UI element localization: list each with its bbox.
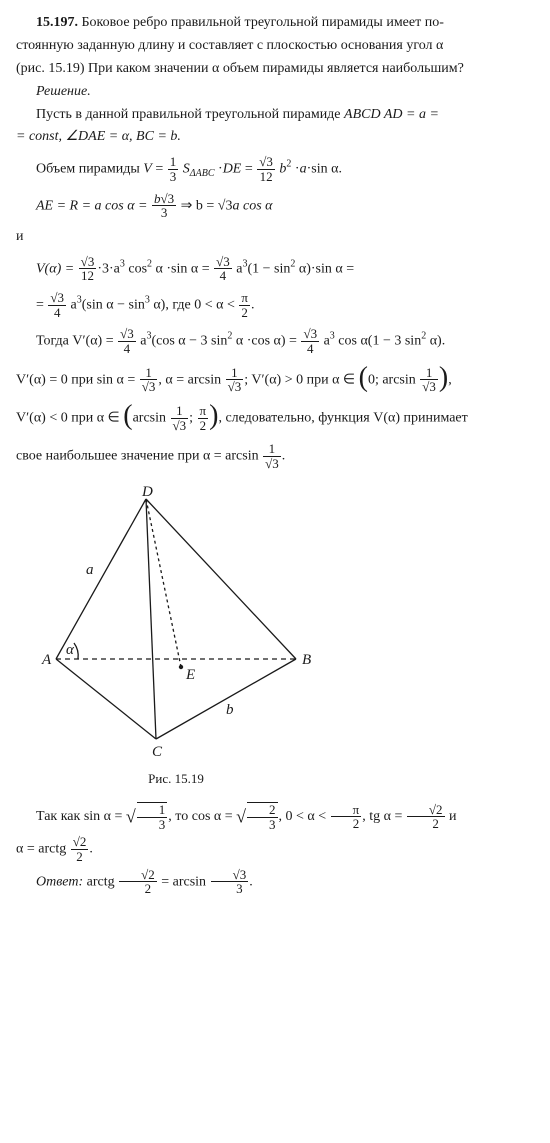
eq-v-alpha: V(α) = √3 12 ·3·a3 cos2 α ·sin α = √3 4 … [36, 255, 534, 283]
eq3-f1: √3 12 [79, 255, 97, 283]
problem-text-a: Боковое ребро правильной треугольной пир… [82, 15, 444, 30]
intro-line-2: = const, ∠DAE = α, BC = b. [16, 128, 534, 147]
eq3-lhs: V(α) = [36, 261, 74, 276]
eq6-f1c: 1 √3 [420, 366, 438, 394]
tail1-pi2: π 2 [331, 803, 362, 831]
eq-max: свое наибольшее значение при α = arcsin … [16, 442, 534, 470]
eq5-f1: √3 4 [118, 327, 136, 355]
eq6-f1b: 1 √3 [226, 366, 244, 394]
label-a: a [86, 562, 94, 578]
problem-number: 15.197. [36, 15, 78, 30]
eq2-arrow: ⇒ b = [181, 198, 215, 213]
answer-f1: √2 2 [119, 868, 157, 896]
problem-line-1: 15.197. Боковое ребро правильной треугол… [16, 14, 534, 33]
page: 15.197. Боковое ребро правильной треугол… [0, 0, 550, 920]
eq-v-alpha-2: = √3 4 a3(sin α − sin3 α), где 0 < α < π… [36, 291, 534, 319]
tail1-cos: 2 3 [247, 802, 278, 831]
open-paren-icon: ( [123, 400, 132, 431]
tail1-sin: 1 3 [137, 802, 168, 831]
problem-line-3: (рис. 15.19) При каком значении α объем … [16, 60, 534, 79]
label-D: D [141, 484, 153, 500]
problem-line-2: стоянную заданную длину и составляет с п… [16, 37, 534, 56]
close-paren-icon: ) [209, 400, 218, 431]
intro-a: Пусть в данной правильной треугольной пи… [36, 107, 344, 122]
answer-f2: √3 3 [211, 868, 249, 896]
eq-vprime-neg: V′(α) < 0 при α ∈ (arcsin 1 √3 ; π 2 ), … [16, 404, 534, 432]
eq1-S: S [183, 162, 190, 177]
eq7-pi2: π 2 [198, 404, 209, 432]
eq4-f: √3 4 [48, 291, 66, 319]
intro-line-1: Пусть в данной правильной треугольной пи… [16, 106, 534, 125]
eq1-a: a [300, 162, 307, 177]
eq8-f: 1 √3 [263, 442, 281, 470]
eq1-sin: sin α [311, 162, 338, 177]
eq6-f1: 1 √3 [140, 366, 158, 394]
label-b: b [226, 702, 234, 718]
eq-volume: Объем пирамиды V = 1 3 SΔABC ·DE = √3 12… [36, 155, 534, 183]
word-i: и [16, 228, 534, 247]
label-alpha: α [66, 642, 75, 658]
label-B: B [302, 652, 311, 668]
pyramid-figure: D A B C E a b α [26, 484, 326, 764]
eq1-V: V [143, 162, 152, 177]
intro-b: ABCD AD = a = [344, 107, 439, 122]
answer-line: Ответ: arctg √2 2 = arcsin √3 3 . [16, 868, 534, 896]
tail-1: Так как sin α = √ 1 3 , то cos α = √ 2 3… [16, 802, 534, 831]
eq1-DE: DE [223, 162, 242, 177]
eq3-f2: √3 4 [214, 255, 232, 283]
eq1-S-sub: ΔABC [190, 169, 215, 180]
frac-bsqrt3-3: b√3 3 [152, 192, 176, 220]
figure-caption: Рис. 15.19 [26, 770, 326, 788]
solution-label: Решение. [16, 83, 534, 102]
eq2-lhs: AE = R = a cos α = [36, 198, 148, 213]
eq1-label: Объем пирамиды [36, 162, 143, 177]
tail-2: α = arctg √2 2 . [16, 835, 534, 863]
label-A: A [41, 652, 52, 668]
eq7-f: 1 √3 [171, 404, 189, 432]
eq4-pi2: π 2 [239, 291, 250, 319]
label-E: E [185, 667, 195, 683]
answer-label: Ответ: [36, 874, 83, 889]
frac-1-3: 1 3 [168, 155, 179, 183]
eq-ae: AE = R = a cos α = b√3 3 ⇒ b = √3a cos α [36, 192, 534, 220]
eq-vprime: Тогда V′(α) = √3 4 a3(cos α − 3 sin2 α ·… [36, 327, 534, 355]
eq5-f2: √3 4 [301, 327, 319, 355]
eq-vprime-zero: V′(α) = 0 при sin α = 1 √3 , α = arcsin … [16, 366, 534, 394]
frac-sqrt3-12: √3 12 [257, 155, 275, 183]
label-C: C [152, 744, 163, 760]
eq2-tail: a cos α [232, 198, 272, 213]
close-paren-icon: ) [439, 362, 448, 393]
open-paren-icon: ( [359, 362, 368, 393]
tail1-tg: √2 2 [407, 803, 445, 831]
tail2-f: √2 2 [71, 835, 89, 863]
